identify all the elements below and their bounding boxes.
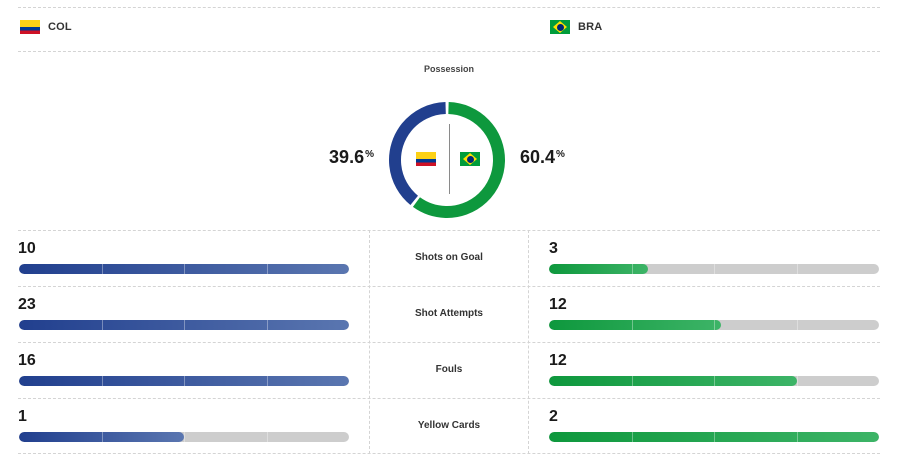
bar-segment-tick (266, 432, 268, 442)
bar-segment-tick (266, 264, 268, 274)
divider (18, 286, 880, 287)
team-abbr-home: COL (48, 21, 72, 33)
stat-value-home: 23 (18, 296, 36, 313)
possession-home-number: 39.6 (329, 147, 365, 167)
stat-bar-away (549, 376, 879, 386)
stat-value-home: 1 (18, 408, 27, 425)
team-abbr-away: BRA (578, 21, 603, 33)
match-stats-panel: COL BRA Possession 39.6% 60.4% 10 Shots … (18, 0, 880, 455)
stat-bar-away (549, 320, 879, 330)
bar-segment-tick (101, 264, 103, 274)
stat-bar-home (19, 264, 349, 274)
percent-unit: % (556, 149, 565, 160)
stat-row-shot-attempts: 23 Shot Attempts 12 (18, 286, 880, 342)
stat-value-away: 12 (549, 352, 567, 369)
bar-segment-tick (796, 376, 798, 386)
colombia-flag-icon (20, 20, 40, 34)
stat-bar-fill-home (19, 264, 349, 274)
stat-bar-fill-away (549, 264, 648, 274)
possession-title: Possession (423, 64, 475, 74)
bar-segment-tick (631, 376, 633, 386)
stat-bar-fill-away (549, 376, 797, 386)
bar-segment-tick (796, 320, 798, 330)
possession-value-home: 39.6% (329, 147, 374, 168)
divider (18, 51, 880, 52)
divider (18, 398, 880, 399)
stat-bar-fill-home (19, 376, 349, 386)
divider (18, 453, 880, 454)
bar-segment-tick (184, 432, 185, 442)
stat-bar-away (549, 264, 879, 274)
stat-bar-fill-home (19, 432, 184, 442)
brazil-flag-icon (460, 152, 480, 166)
bar-segment-tick (714, 432, 715, 442)
bar-segment-tick (631, 432, 633, 442)
bar-segment-tick (631, 264, 633, 274)
stat-value-home: 10 (18, 240, 36, 257)
stat-bar-fill-away (549, 320, 721, 330)
possession-center-divider (449, 124, 450, 194)
bar-segment-tick (101, 432, 103, 442)
bar-segment-tick (714, 376, 715, 386)
team-header-home: COL (20, 20, 72, 34)
bar-segment-tick (266, 376, 268, 386)
percent-unit: % (365, 149, 374, 160)
bar-segment-tick (184, 264, 185, 274)
bar-segment-tick (796, 264, 798, 274)
stat-bar-home (19, 432, 349, 442)
stat-bar-away (549, 432, 879, 442)
bar-segment-tick (796, 432, 798, 442)
bar-segment-tick (101, 376, 103, 386)
stat-row-shots-on-goal: 10 Shots on Goal 3 (18, 230, 880, 286)
stat-label: Shot Attempts (415, 308, 483, 319)
stat-value-home: 16 (18, 352, 36, 369)
possession-donut-chart (389, 102, 505, 218)
stat-value-away: 3 (549, 240, 558, 257)
bar-segment-tick (714, 320, 715, 330)
divider (18, 230, 880, 231)
brazil-flag-icon (550, 20, 570, 34)
stat-value-away: 2 (549, 408, 558, 425)
stat-value-away: 12 (549, 296, 567, 313)
stat-row-yellow-cards: 1 Yellow Cards 2 (18, 398, 880, 454)
colombia-flag-icon (416, 152, 436, 166)
stat-row-fouls: 16 Fouls 12 (18, 342, 880, 398)
bar-segment-tick (714, 264, 715, 274)
stat-label: Shots on Goal (415, 252, 483, 263)
divider (18, 7, 880, 8)
possession-away-number: 60.4 (520, 147, 556, 167)
possession-arc-home (389, 102, 505, 218)
bar-segment-tick (184, 376, 185, 386)
divider (18, 342, 880, 343)
bar-segment-tick (266, 320, 268, 330)
stat-bar-fill-away (549, 432, 879, 442)
stat-bar-home (19, 376, 349, 386)
column-divider (369, 230, 370, 454)
bar-segment-tick (631, 320, 633, 330)
possession-value-away: 60.4% (520, 147, 565, 168)
stat-label: Fouls (435, 364, 463, 375)
column-divider (528, 230, 529, 454)
stat-label: Yellow Cards (417, 420, 481, 431)
bar-segment-tick (184, 320, 185, 330)
stat-bar-fill-home (19, 320, 349, 330)
team-header-away: BRA (550, 20, 602, 34)
bar-segment-tick (101, 320, 103, 330)
stat-bar-home (19, 320, 349, 330)
